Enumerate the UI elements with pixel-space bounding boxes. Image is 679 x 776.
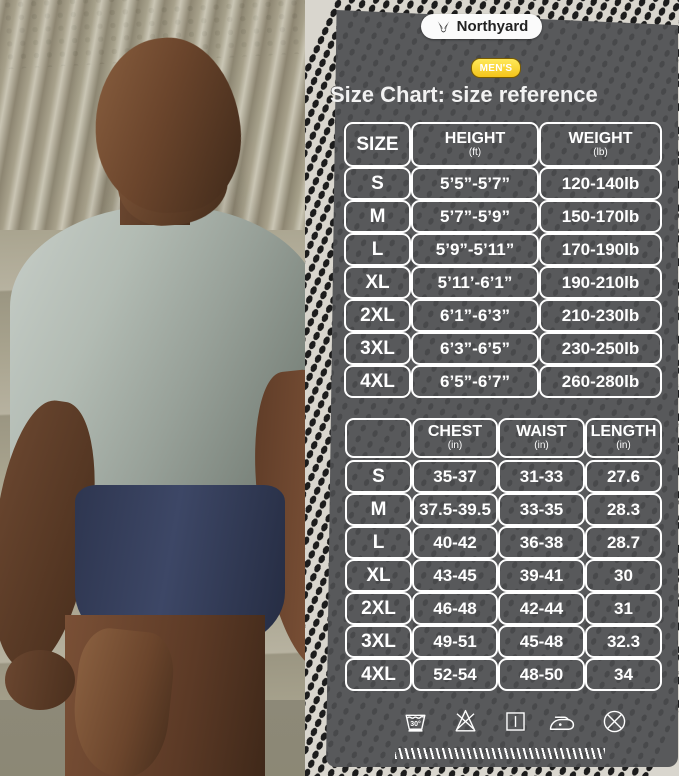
- svg-text:30°: 30°: [410, 720, 421, 728]
